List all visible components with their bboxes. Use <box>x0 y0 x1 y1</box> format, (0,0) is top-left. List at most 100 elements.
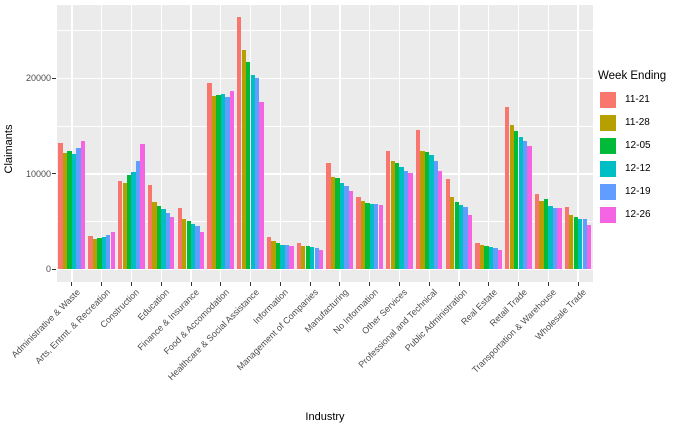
bar-11-21 <box>415 129 421 270</box>
bar-12-12 <box>399 167 404 270</box>
legend-title: Week Ending <box>598 70 667 82</box>
legend-item: 12-05 <box>598 135 693 158</box>
bar-11-28 <box>182 219 187 270</box>
bar-12-12 <box>161 209 166 270</box>
vertical-gridline <box>547 5 550 282</box>
vertical-gridline <box>130 5 133 282</box>
y-tick-label: 10000 <box>25 168 51 179</box>
bar-12-19 <box>374 204 379 270</box>
bar-12-19 <box>135 160 141 270</box>
bar-12-05 <box>216 95 221 270</box>
bar-11-21 <box>177 208 182 270</box>
bar-12-19 <box>344 185 349 270</box>
bar-11-28 <box>420 150 425 270</box>
vertical-gridline <box>517 5 520 282</box>
bar-12-05 <box>514 130 519 270</box>
bar-12-12 <box>339 182 345 270</box>
x-tick-mark <box>547 282 549 286</box>
bar-12-26 <box>587 224 592 270</box>
bar-12-19 <box>314 248 319 270</box>
bar-12-12 <box>459 205 464 270</box>
bar-12-05 <box>67 151 72 270</box>
bar-11-28 <box>92 239 98 270</box>
bar-11-21 <box>475 242 480 270</box>
bar-12-05 <box>543 198 549 270</box>
bar-12-19 <box>165 212 170 270</box>
bar-11-21 <box>534 193 540 270</box>
bar-11-28 <box>360 200 366 270</box>
bar-12-05 <box>97 238 102 270</box>
bar-12-19 <box>493 247 498 270</box>
bar-12-19 <box>433 160 438 270</box>
vertical-gridline <box>160 5 162 282</box>
legend-key-swatch <box>600 138 616 154</box>
x-tick-mark <box>279 282 281 286</box>
bar-11-21 <box>237 17 242 270</box>
bar-11-28 <box>569 214 574 270</box>
bar-11-28 <box>211 95 217 270</box>
x-tick-mark <box>190 282 192 286</box>
legend-item: 12-26 <box>598 204 693 227</box>
bar-11-21 <box>445 178 450 270</box>
bar-11-21 <box>296 243 302 270</box>
bar-11-28 <box>509 124 514 270</box>
bar-12-26 <box>348 191 354 270</box>
bar-12-26 <box>80 141 86 270</box>
bar-12-26 <box>527 146 532 270</box>
bar-11-28 <box>152 201 157 270</box>
legend-label: 12-19 <box>625 186 651 197</box>
bar-12-12 <box>518 136 523 270</box>
bar-12-12 <box>369 203 374 270</box>
bar-11-21 <box>564 207 570 270</box>
bar-12-05 <box>335 178 340 270</box>
vertical-gridline <box>309 5 311 282</box>
vertical-gridline <box>279 5 282 282</box>
bar-12-05 <box>275 242 281 270</box>
bar-12-12 <box>191 223 196 270</box>
bar-12-05 <box>186 221 191 270</box>
vertical-gridline <box>339 5 341 282</box>
vertical-gridline <box>368 5 371 282</box>
legend-item: 12-19 <box>598 181 693 204</box>
vertical-gridline <box>190 5 192 282</box>
vertical-gridline <box>428 5 430 282</box>
legend-label: 11-28 <box>625 117 650 128</box>
legend-label: 11-21 <box>625 94 650 105</box>
bar-12-26 <box>378 205 383 270</box>
bar-12-12 <box>250 75 255 270</box>
major-gridline <box>57 268 593 271</box>
bar-12-26 <box>319 250 324 270</box>
bar-11-28 <box>390 160 395 270</box>
x-axis-title: Industry <box>305 411 345 423</box>
bar-12-12 <box>71 153 77 270</box>
legend-key-swatch <box>600 92 616 108</box>
y-tick-mark <box>52 268 56 270</box>
bar-11-28 <box>241 49 246 270</box>
legend-label: 12-26 <box>625 209 651 220</box>
bar-12-26 <box>408 172 413 270</box>
bar-12-12 <box>429 154 434 270</box>
bar-12-12 <box>578 218 583 270</box>
vertical-gridline <box>220 5 222 282</box>
bar-11-21 <box>207 83 212 270</box>
bar-12-26 <box>438 171 443 270</box>
bar-12-26 <box>170 217 175 270</box>
x-tick-mark <box>71 282 73 286</box>
x-tick-mark <box>339 282 341 286</box>
bar-11-21 <box>118 180 123 270</box>
bar-11-28 <box>479 245 485 270</box>
bar-12-26 <box>289 246 294 270</box>
x-tick-mark <box>488 282 490 286</box>
bar-11-21 <box>266 236 272 270</box>
bar-12-26 <box>497 250 503 270</box>
bar-12-12 <box>548 206 553 270</box>
bar-12-12 <box>220 93 226 270</box>
y-tick-mark <box>52 77 56 79</box>
x-tick-mark <box>518 282 520 286</box>
bar-11-28 <box>62 152 68 270</box>
bar-12-12 <box>280 244 285 270</box>
vertical-gridline <box>577 5 579 282</box>
vertical-gridline <box>249 5 252 282</box>
x-tick-mark <box>101 282 103 286</box>
bar-11-21 <box>505 107 510 270</box>
